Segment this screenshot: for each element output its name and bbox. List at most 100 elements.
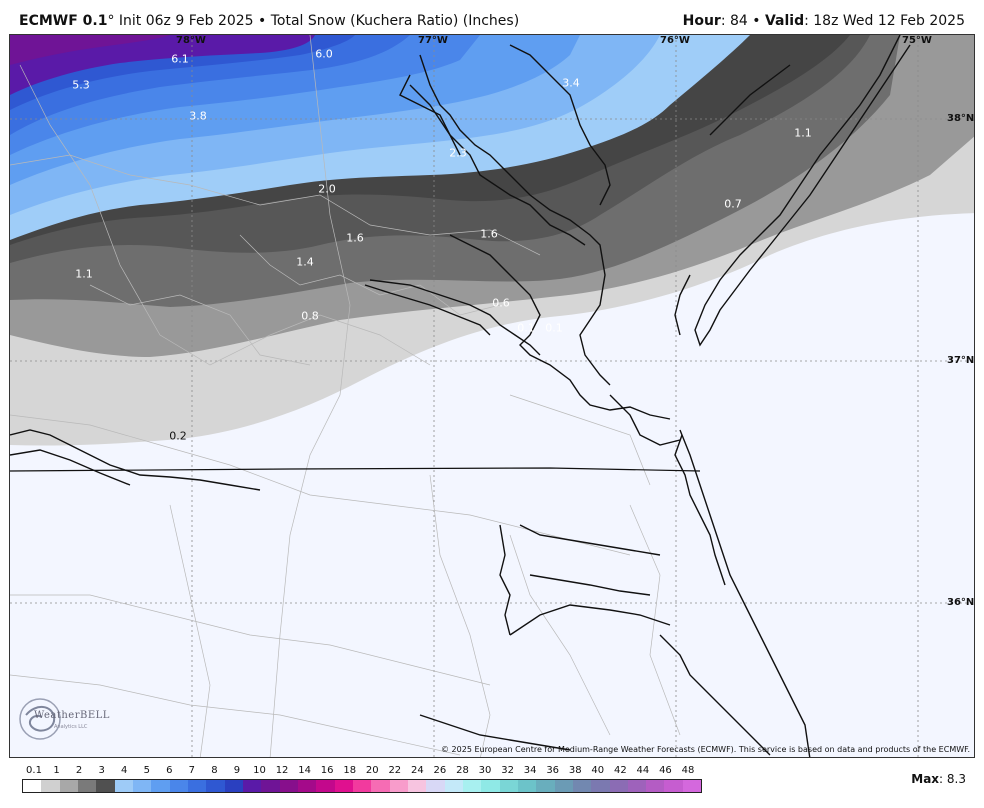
legend-swatch — [426, 780, 445, 792]
product-name: Total Snow (Kuchera Ratio) (Inches) — [270, 13, 520, 29]
snow-value: 0.6 — [492, 296, 510, 310]
legend-swatch — [187, 780, 207, 792]
legend-tick-label: 1 — [53, 765, 60, 776]
legend-tick-label: 8 — [211, 765, 218, 776]
legend-tick-label: 2 — [75, 765, 83, 776]
legend-color-bar — [22, 779, 702, 793]
legend-tick-label: 18 — [343, 765, 357, 776]
legend-swatch — [462, 780, 482, 792]
legend-swatch — [96, 780, 115, 792]
lat-label-38n: 38°N — [947, 113, 975, 124]
legend-tick-label: 36 — [546, 765, 560, 776]
snow-value: 0.8 — [301, 309, 319, 323]
legend-tick-label: 4 — [121, 765, 128, 776]
legend-swatch — [23, 780, 42, 792]
legend-swatch — [572, 780, 592, 792]
legend-swatch — [169, 780, 188, 792]
snow-value: 1.6 — [480, 227, 498, 241]
snow-value: 1.4 — [296, 255, 314, 269]
valid-label: Valid — [764, 13, 805, 29]
snow-value: 0.1 — [517, 321, 535, 335]
snow-value: 1.6 — [346, 231, 364, 245]
legend-tick-label: 34 — [523, 765, 537, 776]
legend-tick-label: 9 — [233, 765, 241, 776]
legend-tick-label: 24 — [411, 765, 424, 776]
legend-swatch — [554, 780, 573, 792]
valid-value: : 18z Wed 12 Feb 2025 — [804, 13, 965, 29]
legend-tick-label: 7 — [188, 765, 196, 776]
legend-swatch — [114, 780, 133, 792]
legend-swatch — [371, 780, 390, 792]
snow-band-purple-dark — [10, 35, 170, 65]
valid-time: Hour: 84 • Valid: 18z Wed 12 Feb 2025 — [683, 13, 965, 29]
legend-swatch — [609, 780, 628, 792]
legend-swatch — [316, 780, 335, 792]
legend-swatch — [261, 780, 280, 792]
legend-tick-label: 28 — [456, 765, 469, 776]
legend-tick-label: 22 — [388, 765, 402, 776]
legend-swatch — [682, 780, 702, 792]
legend-swatch — [499, 780, 518, 792]
lat-label-36n: 36°N — [947, 597, 975, 608]
legend-tick-label: 5 — [143, 765, 150, 776]
legend-tick-label: 12 — [275, 765, 289, 776]
legend-swatch — [627, 780, 647, 792]
legend-swatch — [59, 780, 78, 792]
legend-swatch — [279, 780, 298, 792]
legend-tick-label: 40 — [591, 765, 605, 776]
legend-swatch — [297, 780, 317, 792]
legend-swatch — [389, 780, 408, 792]
legend-tick-label: 38 — [568, 765, 582, 776]
legend-swatch — [77, 780, 97, 792]
snow-value: 0.2 — [169, 429, 187, 443]
snow-value: 2.3 — [449, 146, 467, 160]
legend-swatch — [352, 780, 372, 792]
logo-text: WeatherBELL — [34, 710, 110, 721]
color-legend: 0.1 1 2 3 4 5 6 7 8 9 10 12 14 16 18 20 22 24 26 28 30 32 34 36… — [22, 762, 702, 796]
model-name: ECMWF 0.1 — [19, 13, 108, 29]
legend-tick-label: 30 — [478, 765, 492, 776]
copyright-notice: © 2025 European Centre for Medium-Range … — [441, 745, 970, 754]
snowfall-map — [10, 35, 974, 757]
weatherbell-logo: WeatherBELL Analytics LLC — [16, 695, 110, 743]
legend-tick-label: 32 — [501, 765, 514, 776]
snow-value: 6.0 — [315, 47, 333, 61]
legend-tick-label: 26 — [433, 765, 447, 776]
snow-value: 6.1 — [171, 52, 189, 66]
snow-value: 0.7 — [724, 197, 742, 211]
snow-value: 1.1 — [794, 126, 812, 140]
legend-swatch — [646, 780, 665, 792]
legend-tick-label: 48 — [681, 765, 695, 776]
legend-tick-label: 14 — [298, 765, 311, 776]
legend-tick-label: 16 — [320, 765, 334, 776]
hour-value: : 84 • — [720, 13, 765, 29]
legend-swatch — [664, 780, 683, 792]
init-time: Init 06z 9 Feb 2025 — [114, 13, 254, 29]
legend-swatch — [536, 780, 555, 792]
legend-swatch — [481, 780, 500, 792]
snow-value: 0.1 — [545, 321, 563, 335]
lon-label-75w: 75°W — [902, 35, 932, 46]
snow-value: 3.8 — [189, 109, 207, 123]
legend-swatch — [334, 780, 353, 792]
snow-band-purple — [10, 35, 315, 95]
snow-value: 5.3 — [72, 78, 90, 92]
lat-lon-grid — [10, 35, 974, 757]
legend-swatch — [224, 780, 243, 792]
snow-value: 3.4 — [562, 76, 580, 90]
degree-mark: ° — [107, 13, 115, 29]
max-label-text: Max — [911, 772, 940, 786]
county-lines — [10, 35, 681, 757]
legend-tick-label: 42 — [613, 765, 627, 776]
logo-subtext: Analytics LLC — [54, 724, 88, 730]
state-border — [10, 467, 701, 472]
legend-swatch — [517, 780, 537, 792]
header: ECMWF 0.1° Init 06z 9 Feb 2025 • Total S… — [0, 0, 984, 34]
legend-swatch — [206, 780, 225, 792]
title-bullet: • — [253, 13, 271, 29]
legend-tick-label: 46 — [659, 765, 672, 776]
lat-label-37n: 37°N — [947, 355, 975, 366]
legend-tick-label: 0.1 — [26, 765, 42, 776]
map-panel: 78°W 77°W 76°W 75°W 38°N 37°N 36°N 6.1 6… — [9, 34, 975, 758]
legend-tick-label: 6 — [166, 765, 173, 776]
